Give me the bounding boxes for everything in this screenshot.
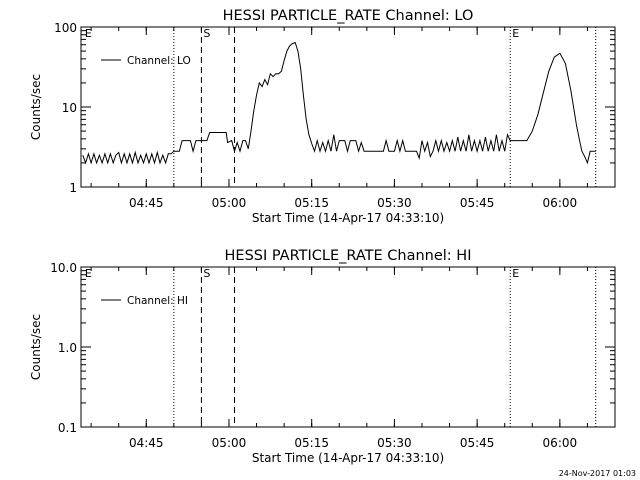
chart-panel-1: HESSI PARTICLE_RATE Channel: LO Counts/se…: [29, 8, 616, 225]
y-tick-label: 1: [69, 181, 77, 195]
x-tick-label: 06:00: [543, 436, 578, 450]
chart-panel-2: HESSI PARTICLE_RATE Channel: HI Counts/se…: [29, 248, 616, 465]
marker-label: E: [512, 27, 519, 40]
x-tick-label: 05:15: [294, 436, 329, 450]
footer-timestamp: 24-Nov-2017 01:03: [559, 469, 636, 478]
y-tick-label: 0.1: [58, 421, 77, 435]
x-tick-label: 05:30: [377, 196, 412, 210]
marker-label: S: [203, 27, 210, 40]
y-tick-label: 10.0: [50, 261, 77, 275]
x-tick-label: 05:45: [460, 436, 495, 450]
plot-frame: [80, 26, 616, 188]
y-tick-label: 100: [54, 21, 77, 35]
marker-label: E: [512, 267, 519, 280]
y-tick-label: 10: [62, 101, 77, 115]
y-axis-label: Counts/sec: [29, 314, 43, 380]
x-tick-label: 04:45: [129, 196, 164, 210]
x-tick-label: 05:45: [460, 196, 495, 210]
y-axis-label: Counts/sec: [29, 74, 43, 140]
marker-label: S: [203, 267, 210, 280]
legend-label: Channel: HI: [127, 295, 188, 307]
x-tick-label: 04:45: [129, 436, 164, 450]
chart-title: HESSI PARTICLE_RATE Channel: HI: [225, 248, 472, 264]
x-tick-label: 06:00: [543, 196, 578, 210]
x-axis-label: Start Time (14-Apr-17 04:33:10): [252, 451, 444, 465]
marker-label: E: [85, 27, 92, 40]
marker-label: E: [85, 267, 92, 280]
x-tick-label: 05:30: [377, 436, 412, 450]
y-tick-label: 1.0: [58, 341, 77, 355]
x-tick-label: 05:00: [212, 436, 247, 450]
plot-frame: [80, 266, 616, 428]
x-axis-label: Start Time (14-Apr-17 04:33:10): [252, 211, 444, 225]
legend-label: Channel: LO: [127, 55, 191, 67]
series-line-1: [82, 41, 596, 165]
x-tick-label: 05:15: [294, 196, 329, 210]
chart-title: HESSI PARTICLE_RATE Channel: LO: [223, 8, 474, 24]
x-tick-label: 05:00: [212, 196, 247, 210]
